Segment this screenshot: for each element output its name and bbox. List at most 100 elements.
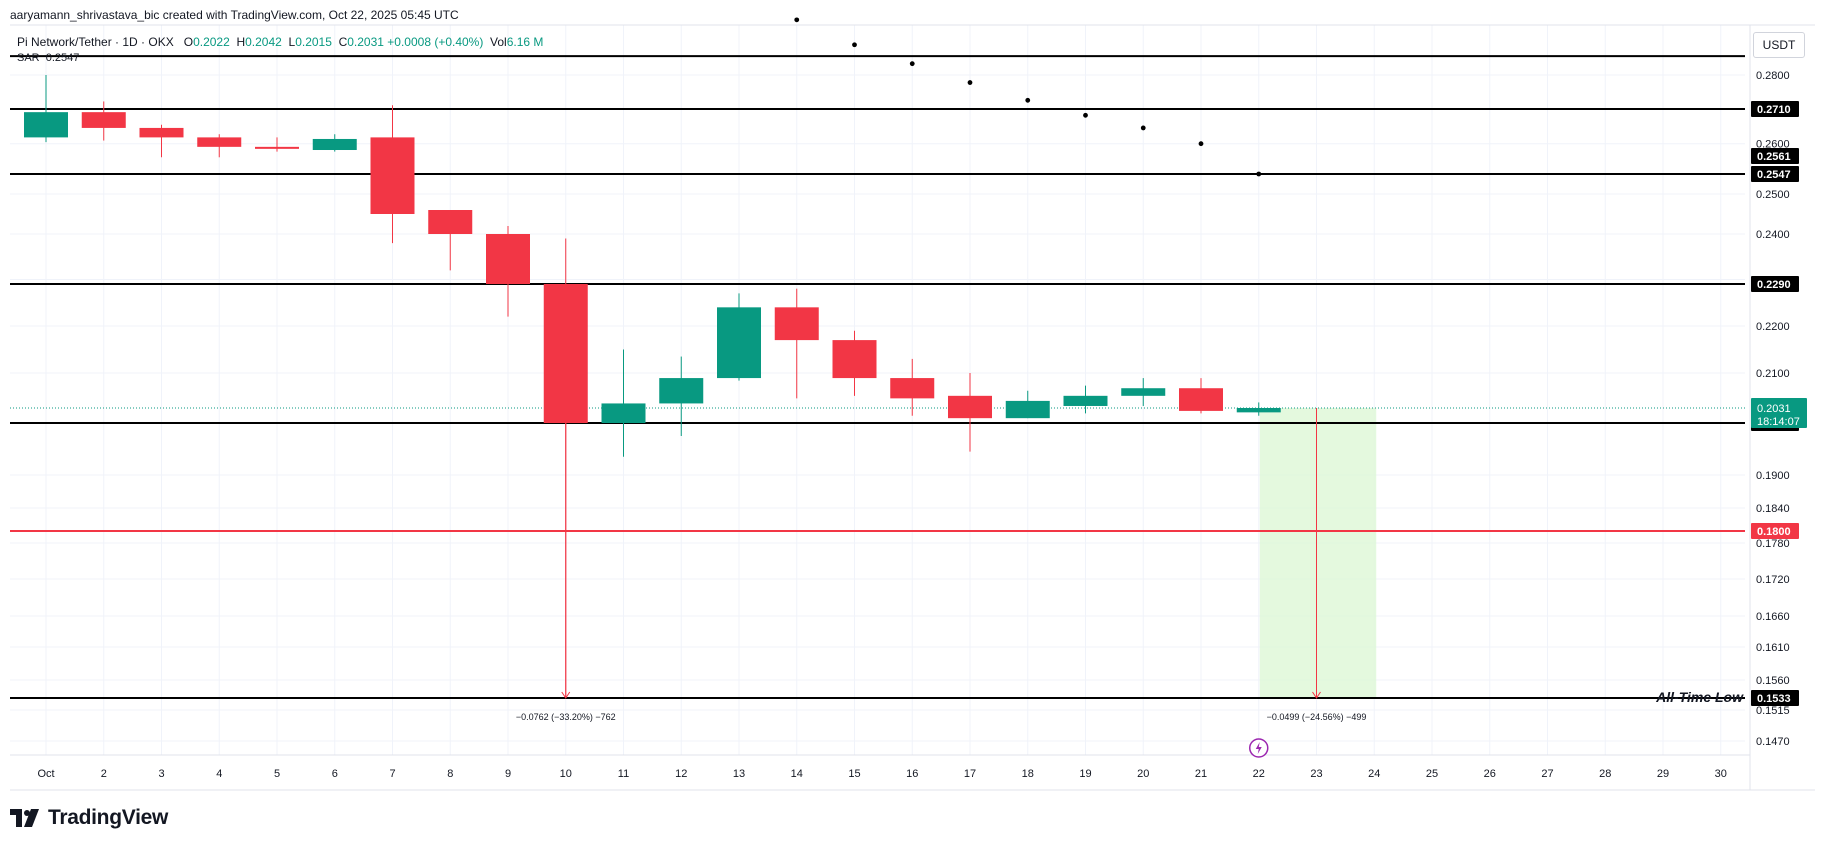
price-badge-label: 0.1533	[1757, 693, 1791, 705]
sar-value: 0.2547	[45, 52, 80, 64]
symbol-info[interactable]: Pi Network/Tether · 1D · OKX	[17, 35, 174, 49]
price-tick-label: 0.1720	[1756, 574, 1790, 586]
time-tick-label: Oct	[37, 768, 54, 780]
price-badge-label: 0.2547	[1757, 169, 1791, 181]
candle-body	[890, 378, 935, 399]
time-tick-label: 6	[332, 768, 338, 780]
time-tick-label: 21	[1195, 768, 1207, 780]
price-tick-label: 0.2800	[1756, 70, 1790, 82]
countdown-label: 18:14:07	[1757, 416, 1800, 428]
time-tick-label: 4	[216, 768, 222, 780]
candle-body	[659, 378, 704, 404]
time-tick-label: 3	[158, 768, 164, 780]
tradingview-logo-text: TradingView	[48, 806, 169, 829]
candle-body	[948, 395, 992, 419]
candle-body	[139, 127, 184, 138]
price-badge	[1751, 276, 1799, 292]
candle-body	[428, 210, 473, 234]
target-zone-rect	[1259, 408, 1377, 698]
candle-body	[601, 403, 646, 423]
sar-dot	[1198, 141, 1204, 147]
legend-sar[interactable]: SAR 0.2547	[17, 52, 79, 64]
currency-button[interactable]: USDT	[1753, 32, 1805, 58]
sar-label: SAR	[17, 52, 40, 64]
time-tick-label: 29	[1657, 768, 1669, 780]
price-badge	[1751, 690, 1799, 706]
candle-body	[486, 234, 530, 284]
time-axis: Oct 2 3 4 5 6 7 8 9 10 11 12 13 14 15 16 17 18 19 20 21 22 23 2…	[37, 738, 1727, 780]
candle-body	[197, 137, 242, 147]
price-tick-label: 0.1660	[1756, 611, 1790, 623]
candle-body	[255, 146, 299, 149]
time-tick-label: 16	[906, 768, 918, 780]
candle-body	[312, 138, 357, 151]
price-badge	[1751, 166, 1799, 182]
last-price-badge	[1751, 398, 1807, 428]
all-time-low-label: All-Time Low	[1656, 689, 1743, 705]
time-tick-label: 5	[274, 768, 280, 780]
sar-dot	[909, 61, 915, 67]
legend-ohlc: Pi Network/Tether · 1D · OKX O0.2022 H0.…	[17, 35, 543, 49]
price-badge	[1751, 148, 1799, 164]
axis-frame	[10, 24, 1815, 791]
time-tick-label: 25	[1426, 768, 1438, 780]
change-value: +0.0008 (+0.40%)	[387, 35, 484, 49]
price-badge-label: 0.2290	[1757, 279, 1791, 291]
price-tick-label: 0.1780	[1756, 538, 1790, 550]
horizontal-levels	[10, 55, 1745, 699]
tradingview-logo[interactable]: TradingView	[10, 806, 168, 830]
price-tick-label: 0.2200	[1756, 321, 1790, 333]
time-tick-label: 17	[964, 768, 976, 780]
price-tick-label: 0.1610	[1756, 642, 1790, 654]
parabolic-sar	[794, 17, 1262, 177]
tradingview-logo-icon	[10, 809, 39, 827]
price-tick-label: 0.1470	[1756, 736, 1790, 748]
lightning-bolt-shape	[1255, 742, 1262, 754]
sar-dot	[1083, 112, 1088, 118]
price-tick-label: 0.2500	[1756, 189, 1790, 201]
time-tick-label: 11	[618, 768, 629, 780]
time-tick-label: 28	[1599, 768, 1611, 780]
time-tick-label: 23	[1310, 768, 1322, 780]
candle-body	[774, 307, 819, 341]
measure-tools	[561, 284, 1321, 699]
time-tick-label: 10	[560, 768, 572, 780]
sar-dot	[852, 42, 857, 48]
measure-arrow-head	[1312, 691, 1321, 699]
price-tick-label: 0.2100	[1756, 368, 1790, 380]
candle-body	[543, 284, 588, 423]
time-tick-label: 8	[447, 768, 453, 780]
candle-body	[1179, 388, 1223, 411]
measure-label-oct10: −0.0762 (−33.20%) −762	[515, 712, 616, 722]
price-badge-label: 0.2710	[1757, 104, 1791, 116]
candle-body	[81, 112, 126, 128]
time-tick-label: 15	[848, 768, 860, 780]
price-tick-label: 0.2600	[1756, 139, 1790, 151]
sar-dot	[1140, 125, 1146, 131]
time-tick-label: 18	[1022, 768, 1034, 780]
measure-label-oct23: −0.0499 (−24.56%) −499	[1266, 712, 1367, 722]
time-tick-label: 24	[1368, 768, 1380, 780]
time-tick-label: 13	[733, 768, 745, 780]
open-value: 0.2022	[193, 35, 230, 49]
sar-dot	[794, 17, 800, 23]
candle-body	[24, 112, 68, 138]
candle-body	[1236, 408, 1281, 413]
price-badge-label: 0.1800	[1757, 526, 1791, 538]
time-tick-label: 26	[1484, 768, 1496, 780]
sar-dot	[1025, 97, 1031, 103]
candle-body	[370, 137, 415, 214]
close-label: C	[338, 35, 348, 49]
price-badge-label: 0.2561	[1757, 151, 1791, 163]
time-tick-label: 9	[505, 768, 511, 780]
target-zone	[1259, 408, 1377, 698]
low-value: 0.2015	[295, 35, 332, 49]
candle-body	[717, 307, 761, 379]
candle-body	[1005, 400, 1050, 419]
price-badge	[1751, 101, 1799, 117]
price-tick-label: 0.2400	[1756, 229, 1790, 241]
volume-label: Vol	[490, 35, 507, 49]
price-tick-label: 0.1560	[1756, 675, 1790, 687]
time-tick-label: 27	[1541, 768, 1553, 780]
